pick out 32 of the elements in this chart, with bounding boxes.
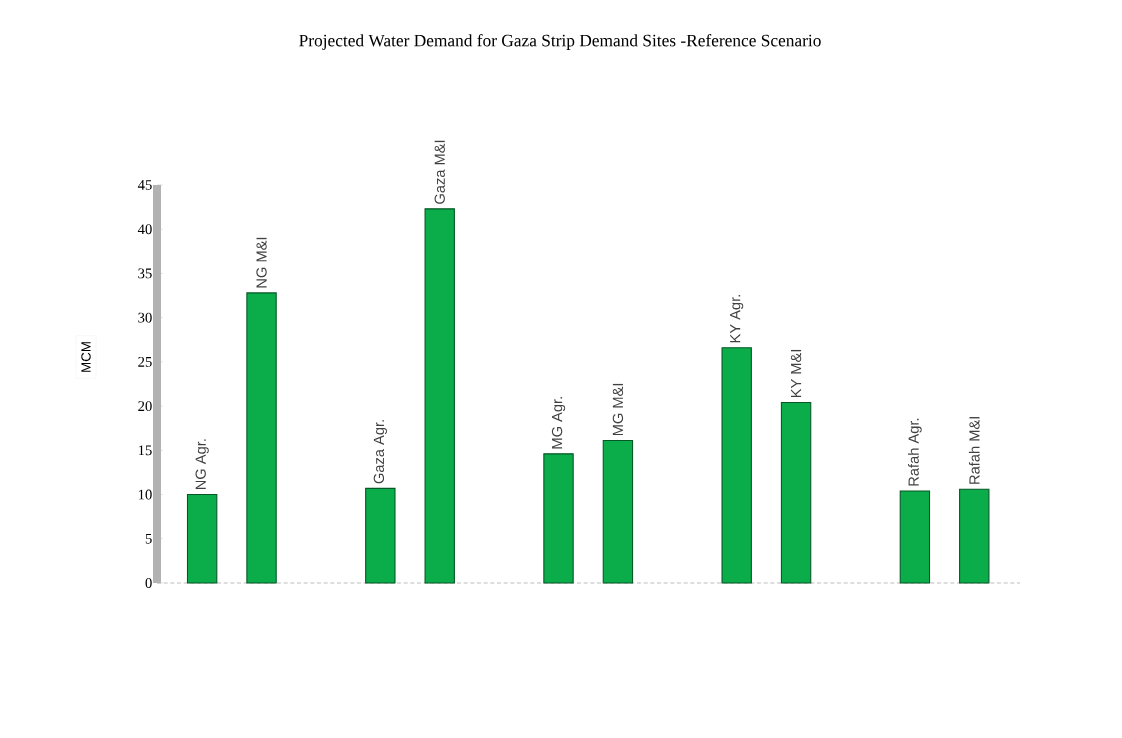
bar (365, 487, 396, 584)
bar (721, 347, 752, 584)
x-tick-label: Gaza M&I (434, 140, 445, 204)
x-tick-label: KY Agr. (730, 295, 744, 343)
bar (780, 402, 812, 584)
bar (602, 440, 634, 584)
x-tick-label: Rafah Agr. (908, 418, 922, 486)
x-tick-label: Gaza Agr. (373, 420, 387, 484)
bar (246, 292, 277, 584)
y-tick-label: 0 (145, 578, 152, 588)
y-axis-title: MCM (81, 342, 91, 372)
x-tick-label: Rafah M&I (968, 417, 980, 484)
x-tick-label: MG M&I (612, 383, 624, 436)
x-tick-label: MG Agr. (551, 397, 566, 449)
y-tick-label: 15 (138, 445, 152, 456)
x-tick-label: NG Agr. (195, 439, 209, 490)
bar (424, 208, 455, 584)
y-tick-label: 25 (138, 356, 152, 367)
bar (186, 494, 218, 584)
y-tick-label: 30 (138, 312, 152, 323)
bar (543, 453, 574, 584)
bar (959, 488, 990, 584)
y-tick-label: 35 (138, 268, 152, 279)
chart-title: Projected Water Demand for Gaza Strip Demand Sites -Reference Scenario (299, 34, 821, 50)
y-tick-label: 20 (138, 401, 152, 412)
x-tick-label: KY M&I (790, 349, 802, 398)
y-tick-label: 10 (138, 489, 152, 500)
bar (899, 490, 931, 584)
y-tick-label: 5 (145, 533, 152, 544)
y-tick-label: 45 (137, 180, 152, 190)
x-tick-label: NG M&I (256, 237, 267, 288)
y-tick-label: 40 (137, 224, 152, 235)
